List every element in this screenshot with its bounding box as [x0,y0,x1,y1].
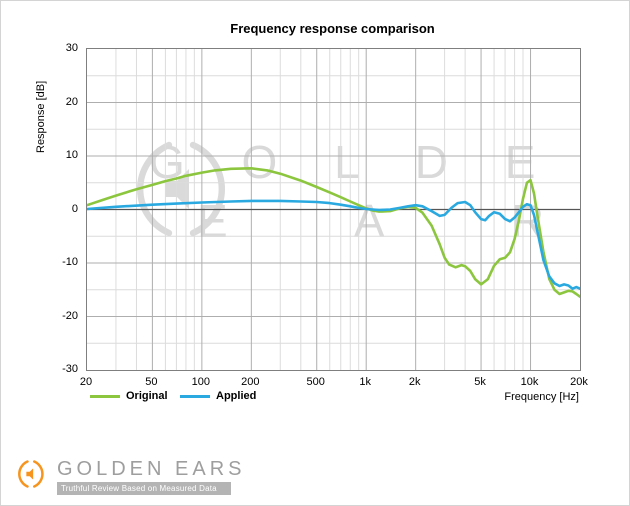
x-tick-label: 500 [306,376,325,388]
y-tick-label: 10 [65,149,78,161]
y-tick-label: -30 [62,363,78,375]
x-tick-label: 2k [408,376,421,388]
watermark: G O L D E N E A R S [87,49,580,370]
legend-row: Original Applied Frequency [Hz] [86,390,579,406]
y-tick-label: 20 [65,95,78,108]
plot-canvas [87,49,580,370]
footer: GOLDEN EARS Truthful Review Based on Mea… [1,449,629,505]
original-series-swatch [90,394,120,398]
brand-name: GOLDEN EARS [57,458,246,480]
y-axis-label: Response [dB] [35,80,47,153]
x-tick-label: 1k [359,376,371,388]
x-tick-label: 100 [191,376,211,388]
x-axis-label: Frequency [Hz] [504,391,579,403]
brand-tagline-strip: Truthful Review Based on Measured Data [57,482,231,495]
x-tick-label: 50 [145,376,158,388]
watermark-line2: E A R S [197,195,580,247]
legend-item-applied: Applied [180,390,256,402]
y-tick-label: -20 [62,309,78,322]
x-tick-label: 20 [79,376,93,388]
x-tick-label: 200 [241,376,260,388]
y-tick-label: 30 [65,42,78,54]
watermark-line1: G O L D E N [149,136,580,188]
x-tick-label: 20k [570,376,588,388]
legend-label-applied: Applied [216,390,257,402]
legend-label-original: Original [126,390,168,402]
applied-series-swatch [180,394,210,398]
y-tick-label: 0 [71,202,78,215]
golden-ears-logo-icon [18,460,44,488]
x-tick-label: 5k [474,376,486,388]
brand-tagline: Truthful Review Based on Measured Data [61,484,217,493]
x-tick-label: 10k [520,376,539,388]
chart-title: Frequency response comparison [230,21,435,36]
y-tick-label: -10 [62,256,78,268]
legend-item-original: Original [90,390,168,402]
plot-area: G O L D E N E A R S [86,48,581,371]
